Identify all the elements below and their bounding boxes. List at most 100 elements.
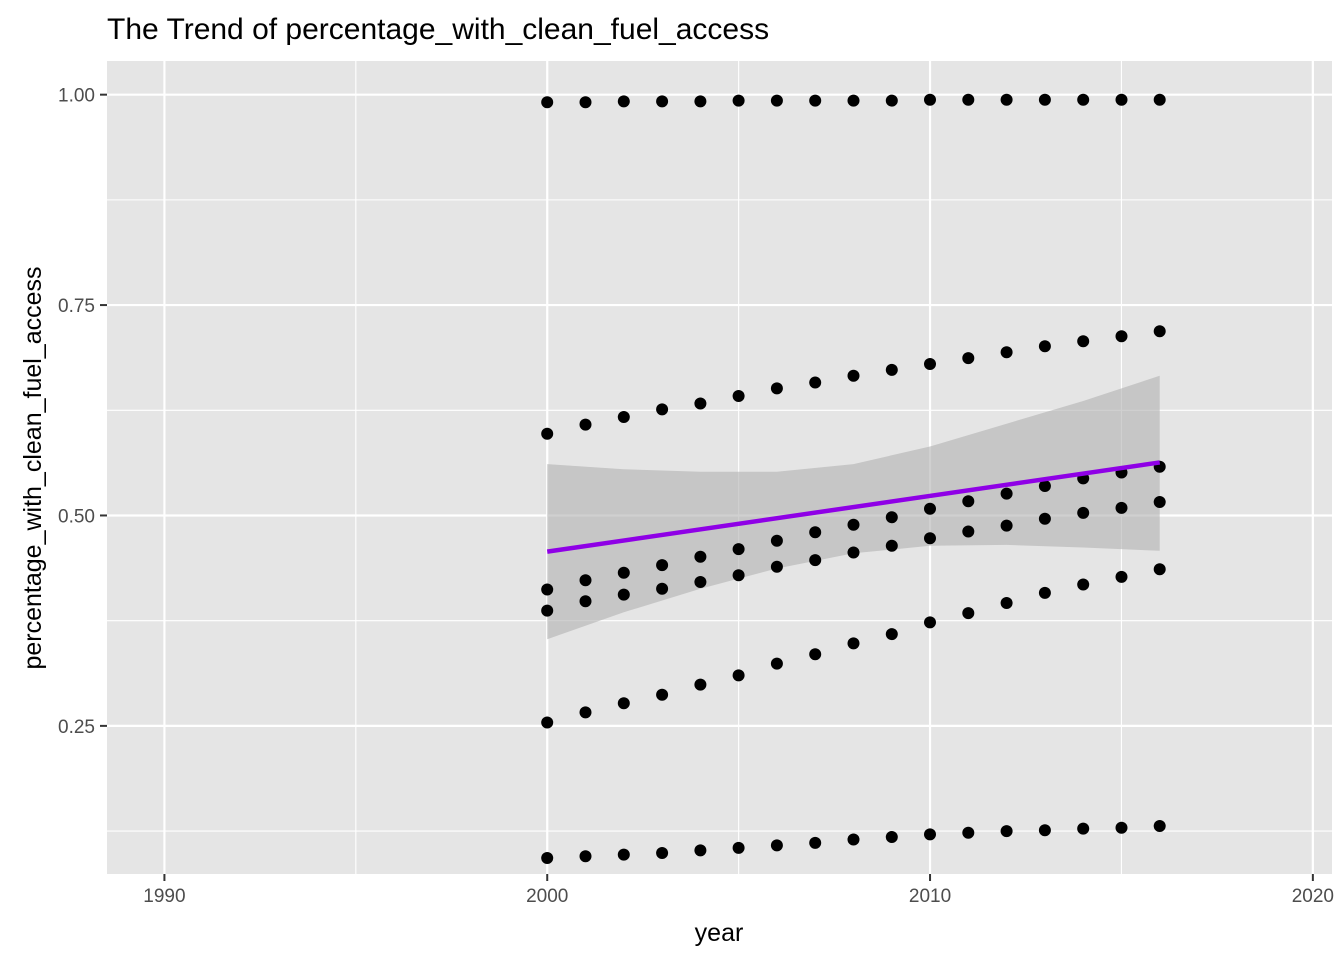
data-point — [1077, 822, 1090, 835]
data-point — [885, 628, 898, 641]
data-point — [579, 850, 592, 863]
data-point — [617, 411, 630, 423]
data-point — [1077, 506, 1090, 519]
data-point — [770, 657, 783, 670]
data-point — [847, 833, 860, 846]
data-point — [1153, 93, 1166, 106]
data-point — [962, 607, 975, 620]
x-tick-label: 2020 — [1292, 886, 1334, 907]
data-point — [962, 826, 975, 839]
data-point — [732, 390, 745, 402]
data-point — [1115, 821, 1128, 834]
data-point — [809, 554, 822, 567]
data-point — [1153, 563, 1166, 576]
data-point — [1000, 487, 1013, 500]
x-tick-label: 2000 — [526, 886, 568, 907]
data-point — [541, 716, 554, 729]
data-point — [694, 678, 707, 691]
data-point — [1115, 93, 1128, 106]
points-layer — [541, 93, 1166, 864]
data-point — [847, 546, 860, 559]
data-point — [617, 95, 630, 108]
data-point — [1000, 519, 1013, 532]
data-point — [1038, 512, 1051, 525]
data-point — [656, 847, 669, 859]
data-point — [579, 595, 592, 608]
data-point — [617, 588, 630, 601]
data-point — [579, 96, 592, 109]
data-point — [924, 532, 936, 545]
data-point — [1000, 93, 1013, 106]
data-point — [1153, 496, 1166, 508]
data-point — [1153, 325, 1166, 338]
data-point — [579, 418, 592, 431]
data-point — [809, 526, 822, 539]
data-point — [770, 560, 783, 573]
data-point — [617, 848, 630, 861]
axis-ticks-layer: 1990 2000 2010 2020 0.25 0.50 0.75 1.00 — [58, 86, 1334, 907]
data-point — [770, 94, 783, 107]
data-point — [1153, 820, 1166, 832]
data-point — [617, 566, 630, 579]
data-point — [541, 604, 554, 617]
data-point — [962, 525, 975, 538]
y-tick-label: 1.00 — [58, 86, 95, 107]
data-point — [924, 828, 936, 841]
data-point — [847, 518, 860, 531]
data-point — [924, 358, 936, 370]
data-point — [770, 839, 783, 852]
data-point — [770, 534, 783, 547]
data-point — [809, 648, 822, 661]
data-point — [1038, 93, 1051, 106]
data-point — [617, 697, 630, 710]
data-point — [732, 94, 745, 107]
y-axis-title: percentage_with_clean_fuel_access — [19, 266, 47, 669]
data-point — [656, 582, 669, 595]
y-tick-label: 0.75 — [58, 296, 95, 317]
data-point — [656, 688, 669, 701]
data-point — [924, 93, 936, 106]
x-tick-label: 1990 — [143, 886, 185, 907]
data-point — [1000, 825, 1013, 838]
data-point — [1115, 330, 1128, 343]
data-point — [1077, 578, 1090, 591]
data-point — [1038, 340, 1051, 353]
data-point — [770, 382, 783, 395]
data-point — [1077, 93, 1090, 106]
data-point — [694, 844, 707, 857]
data-point — [1038, 824, 1051, 837]
data-point — [885, 511, 898, 524]
data-point — [694, 550, 707, 563]
data-point — [541, 96, 554, 109]
data-point — [809, 376, 822, 389]
data-point — [656, 559, 669, 572]
data-point — [732, 669, 745, 682]
data-point — [809, 94, 822, 107]
data-point — [924, 616, 936, 629]
trend-line — [546, 460, 1161, 554]
data-point — [847, 94, 860, 107]
data-point — [847, 369, 860, 382]
data-point — [885, 831, 898, 843]
data-point — [541, 852, 554, 864]
data-point — [1038, 480, 1051, 492]
data-point — [694, 576, 707, 588]
chart-title: The Trend of percentage_with_clean_fuel_… — [107, 13, 769, 46]
y-tick-label: 0.25 — [58, 717, 95, 738]
data-point — [1115, 501, 1128, 514]
data-point — [579, 706, 592, 719]
data-point — [579, 574, 592, 587]
data-point — [732, 569, 745, 582]
data-point — [732, 543, 745, 556]
data-point — [694, 95, 707, 108]
data-point — [885, 94, 898, 107]
y-tick-label: 0.50 — [58, 506, 95, 527]
data-point — [1077, 335, 1090, 348]
data-point — [847, 637, 860, 650]
data-point — [656, 403, 669, 416]
data-point — [885, 539, 898, 552]
data-point — [1000, 346, 1013, 359]
data-point — [1038, 586, 1051, 599]
data-point — [541, 583, 554, 596]
